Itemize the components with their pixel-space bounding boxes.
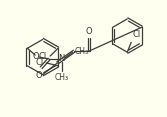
Text: Cl: Cl: [132, 30, 140, 39]
Text: O: O: [33, 52, 40, 61]
Text: Cl: Cl: [39, 52, 47, 61]
Text: CH₃: CH₃: [55, 73, 69, 82]
Text: CH₃: CH₃: [74, 47, 89, 56]
Text: O: O: [36, 71, 42, 80]
Text: O: O: [86, 27, 92, 36]
Text: Cl: Cl: [35, 58, 43, 67]
Text: N: N: [59, 55, 65, 64]
